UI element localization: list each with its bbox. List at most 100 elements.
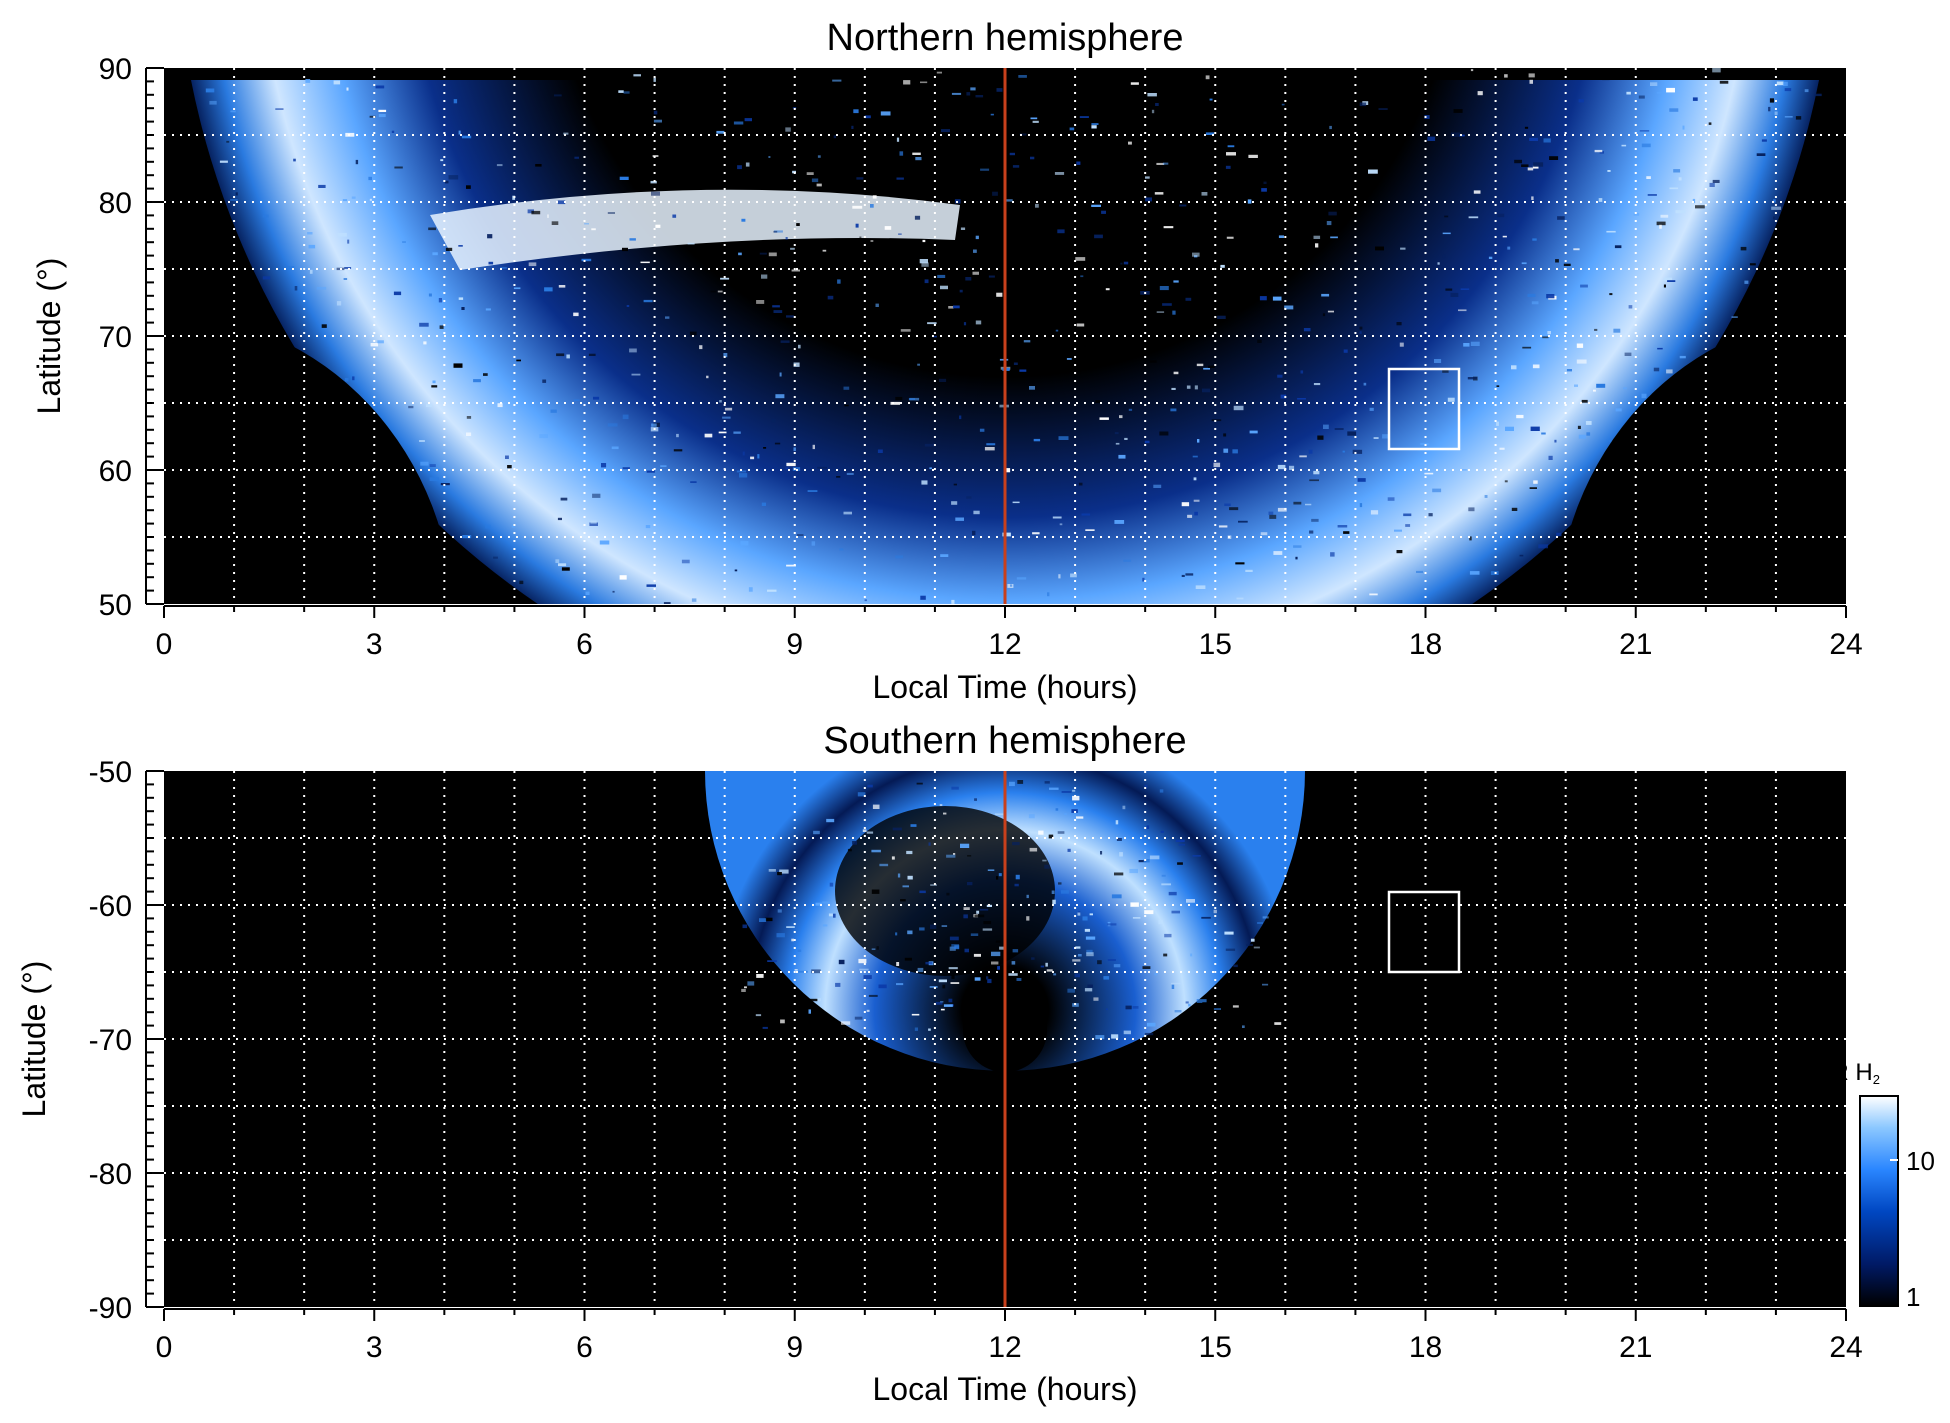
north-speckle-mark [1236,597,1244,600]
south-speckle-mark [797,949,802,952]
north-speckle-mark [899,151,904,156]
north-speckle-mark [1173,371,1179,375]
north-speckle-mark [1576,343,1584,348]
south-speckle-mark [1026,916,1030,921]
south-speckle-mark [1089,913,1093,916]
north-speckle-mark [1607,170,1611,172]
north-speckle-mark [1522,346,1532,349]
north-speckle-mark [706,375,709,379]
north-speckle-mark [1578,434,1586,439]
north-speckle-mark [1194,511,1198,516]
north-speckle-mark [622,414,629,420]
north-speckle-mark [1459,134,1465,137]
north-speckle-mark [1293,545,1302,548]
north-speckle-mark [1496,385,1500,387]
north-speckle-mark [1070,573,1077,578]
south-speckle-mark [967,882,973,886]
north-speckle-mark [1650,82,1658,86]
north-speckle-mark [1128,141,1132,145]
north-speckle-mark [646,584,656,587]
north-speckle-mark [1154,192,1164,195]
south-speckle-mark [1130,902,1139,907]
north-speckle-mark [811,541,816,546]
north-speckle-mark [1459,469,1467,471]
north-speckle-mark [391,130,395,133]
south-speckle-mark [1053,973,1057,976]
north-speckle-mark [1641,143,1651,148]
north-speckle-mark [1511,365,1517,370]
north-speckle-mark [1387,497,1395,501]
south-speckle-mark [1246,943,1253,946]
north-speckle-mark [806,172,814,175]
north-speckle-mark [972,530,976,536]
north-speckle-mark [1538,544,1548,549]
north-speckle-mark [773,230,778,233]
north-speckle-mark [1313,383,1321,386]
north-speckle-mark [920,595,926,600]
south-speckle-mark [1171,984,1175,989]
north-speckle-mark [1581,399,1588,403]
north-speckle-mark [812,444,815,450]
north-speckle-mark [1363,382,1367,386]
south-speckle-mark [895,932,898,936]
south-speckle-mark [1086,949,1093,954]
south-axes: -50 -60 -70 -80 -90 0 3 6 9 12 15 18 21 24 [89,756,1863,1364]
north-speckle-mark [1598,198,1603,202]
south-speckle-mark [946,892,950,896]
south-speckle-mark [878,984,887,989]
north-speckle-mark [720,277,730,280]
north-speckle-mark [420,461,429,466]
north-xlabel: Local Time (hours) [873,669,1138,705]
north-speckle-mark [1280,394,1286,399]
north-speckle-mark [704,433,713,438]
north-speckle-mark [1052,516,1062,519]
north-speckle-mark [1081,513,1091,516]
south-speckle-mark [896,962,900,966]
south-speckle-mark [1111,894,1122,899]
north-speckle-mark [378,114,386,118]
north-speckle-mark [855,223,859,228]
north-speckle-mark [1574,384,1578,387]
south-speckle-mark [902,885,909,888]
north-speckle-mark [1327,310,1334,313]
south-speckle-mark [872,804,880,809]
south-speckle-mark [1107,923,1117,926]
north-speckle-mark [305,79,311,83]
north-speckle-mark [448,175,459,180]
south-speckle-mark [847,848,852,852]
south-speckle-mark [755,1014,762,1017]
north-speckle-mark [651,423,657,427]
north-speckle-mark [1773,216,1776,220]
north-speckle-mark [619,176,629,180]
north-speckle-mark [646,470,655,473]
north-speckle-mark [369,115,376,118]
north-speckle-mark [473,379,481,383]
north-speckle-mark [817,155,821,158]
north-speckle-mark [1708,122,1712,125]
north-speckle-mark [1359,331,1362,334]
north-speckle-mark [1076,323,1085,327]
north-speckle-mark [800,98,805,103]
north-title: Northern hemisphere [827,17,1184,59]
north-speckle-mark [793,362,800,367]
south-speckle-mark [1051,890,1055,894]
south-speckle-mark [759,918,767,922]
north-speckle-mark [1337,525,1348,528]
north-speckle-mark [975,320,982,325]
north-speckle-mark [507,465,512,469]
north-speckle-mark [558,563,567,567]
north-speckle-mark [1343,531,1350,534]
north-speckle-mark [1573,248,1580,251]
north-speckle-mark [1728,70,1736,73]
north-speckle-mark [852,205,863,209]
north-speckle-mark [309,269,313,274]
north-speckle-mark [1663,277,1673,282]
south-speckle-mark [1292,986,1298,991]
north-speckle-mark [375,85,385,89]
north-speckle-mark [1496,421,1499,426]
north-speckle-mark [1278,235,1284,238]
north-speckle-mark [896,137,900,142]
north-speckle-mark [785,237,788,240]
north-speckle-mark [1709,182,1715,187]
north-speckle-mark [1667,280,1676,282]
